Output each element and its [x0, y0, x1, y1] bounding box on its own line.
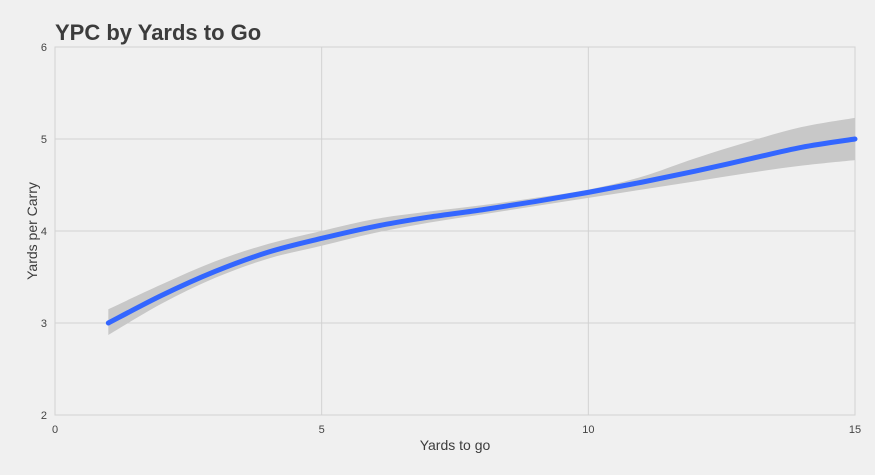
ypc-trend-line: [105, 136, 858, 326]
chart-title: YPC by Yards to Go: [55, 20, 261, 45]
y-tick-label: 2: [41, 410, 47, 422]
y-tick-label: 4: [41, 226, 47, 238]
x-tick-label: 5: [319, 424, 325, 436]
grid-lines: [54, 46, 856, 416]
x-tick-label: 15: [849, 424, 861, 436]
trend-line: [105, 136, 858, 326]
confidence-band: [108, 117, 855, 335]
x-axis-title: Yards to go: [420, 437, 491, 453]
confidence-band-area: [108, 117, 855, 335]
x-tick-label: 0: [52, 424, 58, 436]
tick-labels: 0 5 10 15 2 3 4 5 6: [41, 42, 861, 436]
y-axis-title: Yards per Carry: [24, 182, 40, 280]
y-tick-label: 6: [41, 42, 47, 54]
y-tick-label: 5: [41, 134, 47, 146]
y-tick-label: 3: [41, 318, 47, 330]
x-tick-label: 10: [582, 424, 594, 436]
